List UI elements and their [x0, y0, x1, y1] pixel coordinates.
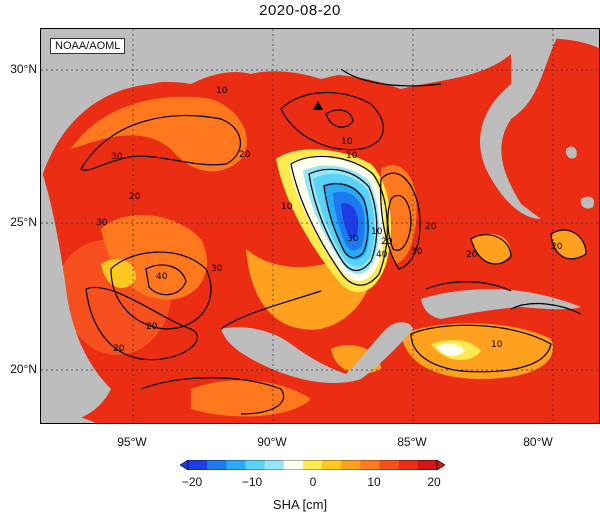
contour-label: 20 [239, 150, 251, 160]
graticule [41, 29, 599, 423]
sea-height-map: 10 10 20 30 20 30 40 30 20 20 10 10 10 2… [40, 28, 600, 424]
contour-label: 40 [156, 272, 168, 282]
colorbar-segment [341, 460, 361, 470]
colorbar-tick: 10 [367, 475, 381, 489]
contour-label: 10 [281, 202, 293, 212]
colorbar-tick: −10 [241, 475, 263, 489]
contour-label: 30 [211, 264, 223, 274]
contour-label: 30 [411, 247, 423, 257]
credit-label: NOAA/AOML [50, 38, 126, 54]
colorbar-label: SHA [cm] [272, 497, 328, 512]
contour-label: 20 [129, 192, 141, 202]
map-title: 2020-08-20 [259, 2, 341, 19]
land-mexico-west [41, 169, 111, 423]
colorbar-segment [302, 460, 323, 470]
colorbar-end-high [436, 460, 445, 470]
colorbar-segment [188, 460, 208, 470]
contour-label: 30 [96, 218, 108, 228]
land-florida [479, 29, 561, 219]
land-southeast [41, 409, 96, 423]
contour-lines [80, 68, 587, 415]
contour-label: 20 [551, 242, 563, 252]
contour-label: 10 [216, 86, 228, 96]
colorbar-segment [226, 460, 246, 470]
colorbar-segment [283, 460, 304, 470]
contour-label-group: 10 10 20 30 20 30 40 30 20 20 10 10 10 2… [96, 86, 563, 354]
lat-label: 30°N [10, 62, 37, 76]
colorbar-segment [379, 460, 399, 470]
contour-label: 30 [111, 152, 123, 162]
lat-label: 25°N [10, 215, 37, 229]
lat-label: 20°N [10, 362, 37, 376]
colorbar-segment [264, 460, 285, 470]
contour-label: 20 [113, 344, 125, 354]
colorbar-tick: −20 [181, 475, 203, 489]
colorbar-end-low [180, 460, 189, 470]
contour-label: 10 [371, 227, 383, 237]
colorbar-tick: 0 [309, 475, 317, 489]
site-marker-icon [313, 101, 323, 110]
land-cuba [421, 289, 581, 319]
contour-label: 10 [341, 137, 353, 147]
contour-label: 20 [381, 237, 393, 247]
lon-label: 95°W [117, 435, 147, 449]
contour-label: 20 [146, 322, 158, 332]
lon-label: 90°W [257, 435, 287, 449]
colorbar-segment [398, 460, 419, 470]
contour-label: 20 [466, 250, 478, 260]
colorbar [180, 460, 445, 470]
colorbar-tick: 20 [427, 475, 441, 489]
land-yucatan [221, 322, 413, 384]
colorbar-segment [245, 460, 265, 470]
colorbar-segment [322, 460, 342, 470]
land-north [41, 29, 511, 169]
colorbar-segment [360, 460, 380, 470]
land-bahamas [565, 146, 577, 159]
colorbar-border [187, 460, 438, 470]
map-canvas: 10 10 20 30 20 30 40 30 20 20 10 10 10 2… [41, 29, 599, 423]
contour-label: 10 [491, 340, 503, 350]
lon-label: 85°W [397, 435, 427, 449]
colorbar-segment [417, 460, 438, 470]
colorbar-segment [207, 460, 227, 470]
contour-label: 40 [376, 250, 388, 260]
contour-label: 20 [425, 222, 437, 232]
lon-label: 80°W [523, 435, 553, 449]
contour-label: 30 [347, 234, 359, 244]
contour-label: 10 [346, 151, 358, 161]
